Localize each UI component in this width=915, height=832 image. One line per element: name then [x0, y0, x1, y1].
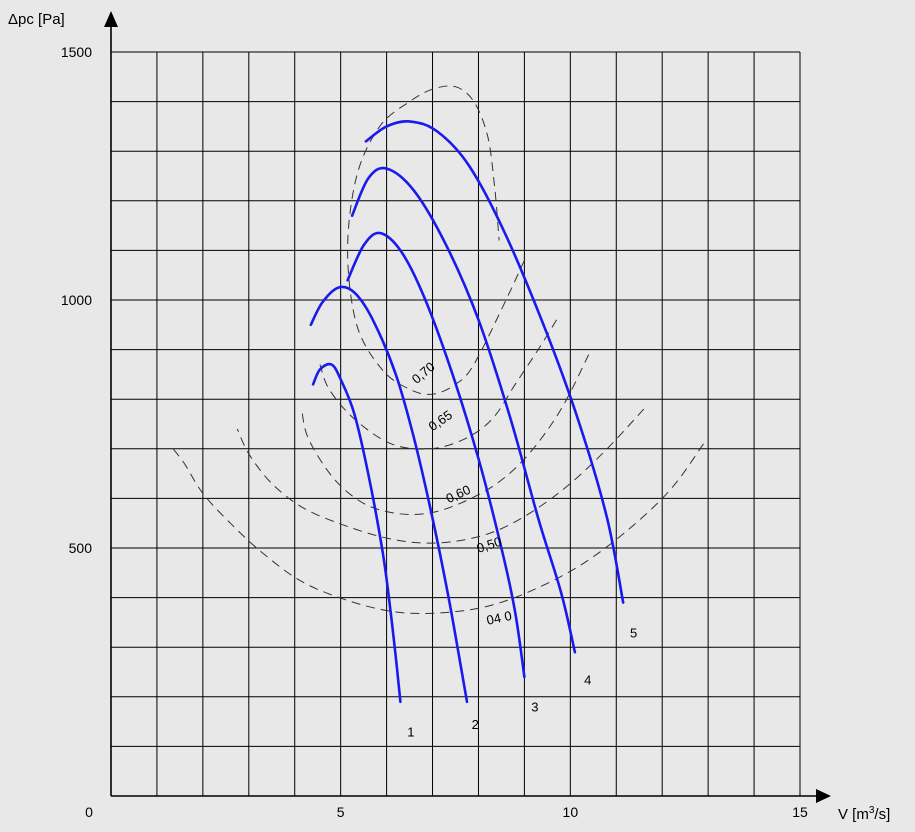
- curve-labels: 0,70 0,65 0,60 0,50 04 0 1 2 3 4 5: [407, 359, 637, 740]
- efficiency-label: 0,50: [475, 534, 504, 556]
- efficiency-label: 0,65: [426, 407, 455, 434]
- x-axis-label: V [m3/s]: [838, 805, 890, 823]
- x-tick-label: 10: [563, 804, 579, 820]
- y-axis-arrow: [104, 11, 118, 27]
- efficiency-curves: [172, 85, 704, 615]
- fan-curve-5: [364, 119, 625, 604]
- x-tick-label: 5: [337, 804, 345, 820]
- fan-curves: [309, 119, 625, 704]
- y-tick-label: 1000: [61, 292, 92, 308]
- fan-curve-label: 3: [531, 700, 538, 715]
- fan-curve-4: [350, 166, 577, 654]
- x-tick-label: 0: [85, 804, 93, 820]
- x-axis-arrow: [816, 789, 831, 803]
- efficiency-curve: [347, 85, 525, 395]
- fan-curve-1: [311, 362, 402, 704]
- y-tick-label: 500: [69, 540, 93, 556]
- fan-curve-label: 5: [630, 625, 637, 640]
- efficiency-curve: [172, 443, 704, 615]
- efficiency-label: 0,60: [444, 482, 473, 506]
- grid: [111, 51, 801, 796]
- efficiency-curve: [301, 354, 590, 515]
- x-tick-label: 15: [792, 804, 808, 820]
- fan-curve-2: [309, 285, 469, 704]
- axes: Δpc [Pa] V [m3/s]: [8, 11, 890, 823]
- fan-curve-label: 2: [472, 717, 479, 732]
- efficiency-label: 0,70: [409, 359, 438, 387]
- efficiency-label: 04 0: [485, 608, 513, 628]
- fan-curve-label: 4: [584, 672, 591, 687]
- y-axis-label: Δpc [Pa]: [8, 11, 65, 28]
- fan-curve-3: [346, 231, 526, 679]
- efficiency-curve: [319, 319, 558, 450]
- fan-curve-label: 1: [407, 724, 414, 739]
- y-tick-label: 1500: [61, 44, 92, 60]
